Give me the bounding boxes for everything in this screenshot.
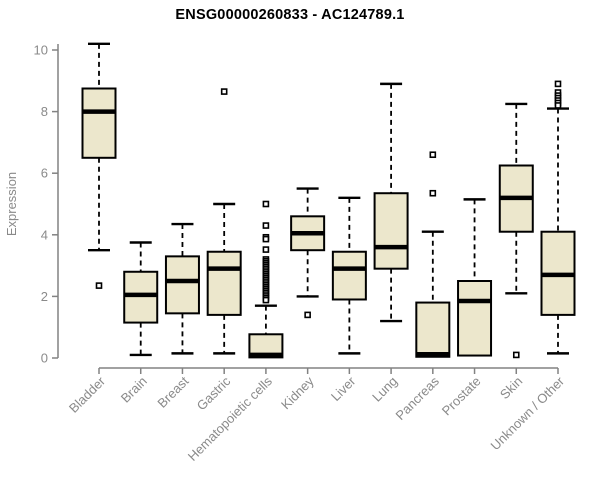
x-tick-label: Pancreas bbox=[392, 373, 442, 423]
y-tick-label: 0 bbox=[41, 351, 48, 366]
box-brain bbox=[123, 270, 159, 324]
x-tick-label: Lung bbox=[369, 374, 400, 405]
chart-title: ENSG00000260833 - AC124789.1 bbox=[175, 7, 405, 23]
x-tick-label: Bladder bbox=[66, 373, 109, 416]
outlier-hematopoietic-cells bbox=[262, 200, 270, 208]
outlier-pancreas bbox=[429, 189, 437, 197]
box-pancreas bbox=[415, 301, 451, 358]
outlier-unknown-other bbox=[554, 80, 562, 88]
outlier-skin bbox=[512, 351, 520, 359]
x-tick-label: Gastric bbox=[194, 373, 234, 413]
x-tick-label: Liver bbox=[328, 373, 359, 404]
outlier-bladder bbox=[95, 282, 103, 289]
x-tick-label: Kidney bbox=[278, 373, 317, 412]
outlier-gastric bbox=[220, 88, 228, 95]
box-lung bbox=[373, 192, 409, 270]
y-tick-label: 2 bbox=[41, 289, 48, 304]
box-breast bbox=[164, 255, 200, 315]
outlier-hematopoietic-cells bbox=[262, 222, 270, 229]
box-prostate bbox=[457, 280, 493, 357]
y-tick-label: 6 bbox=[41, 166, 48, 181]
x-tick-label: Brain bbox=[118, 374, 150, 406]
box-bladder bbox=[81, 87, 117, 159]
outlier-hematopoietic-cells bbox=[262, 296, 270, 304]
x-tick-label: Skin bbox=[497, 374, 525, 402]
outlier-hematopoietic-cells bbox=[262, 246, 270, 253]
x-tick-label: Prostate bbox=[439, 374, 484, 419]
y-axis-title: Expression bbox=[4, 172, 19, 236]
outlier-hematopoietic-cells bbox=[262, 235, 270, 243]
y-tick-label: 8 bbox=[41, 104, 48, 119]
outlier-unknown-other bbox=[554, 102, 562, 109]
outlier-pancreas bbox=[429, 151, 437, 159]
x-tick-label: Unknown / Other bbox=[488, 373, 568, 453]
x-tick-label: Breast bbox=[154, 373, 191, 410]
outlier-kidney bbox=[304, 311, 311, 319]
box-hematopoietic-cells bbox=[248, 333, 284, 359]
y-tick-label: 10 bbox=[34, 43, 48, 58]
y-tick-label: 4 bbox=[41, 227, 48, 242]
box-gastric bbox=[206, 250, 242, 316]
box-liver bbox=[331, 250, 367, 301]
